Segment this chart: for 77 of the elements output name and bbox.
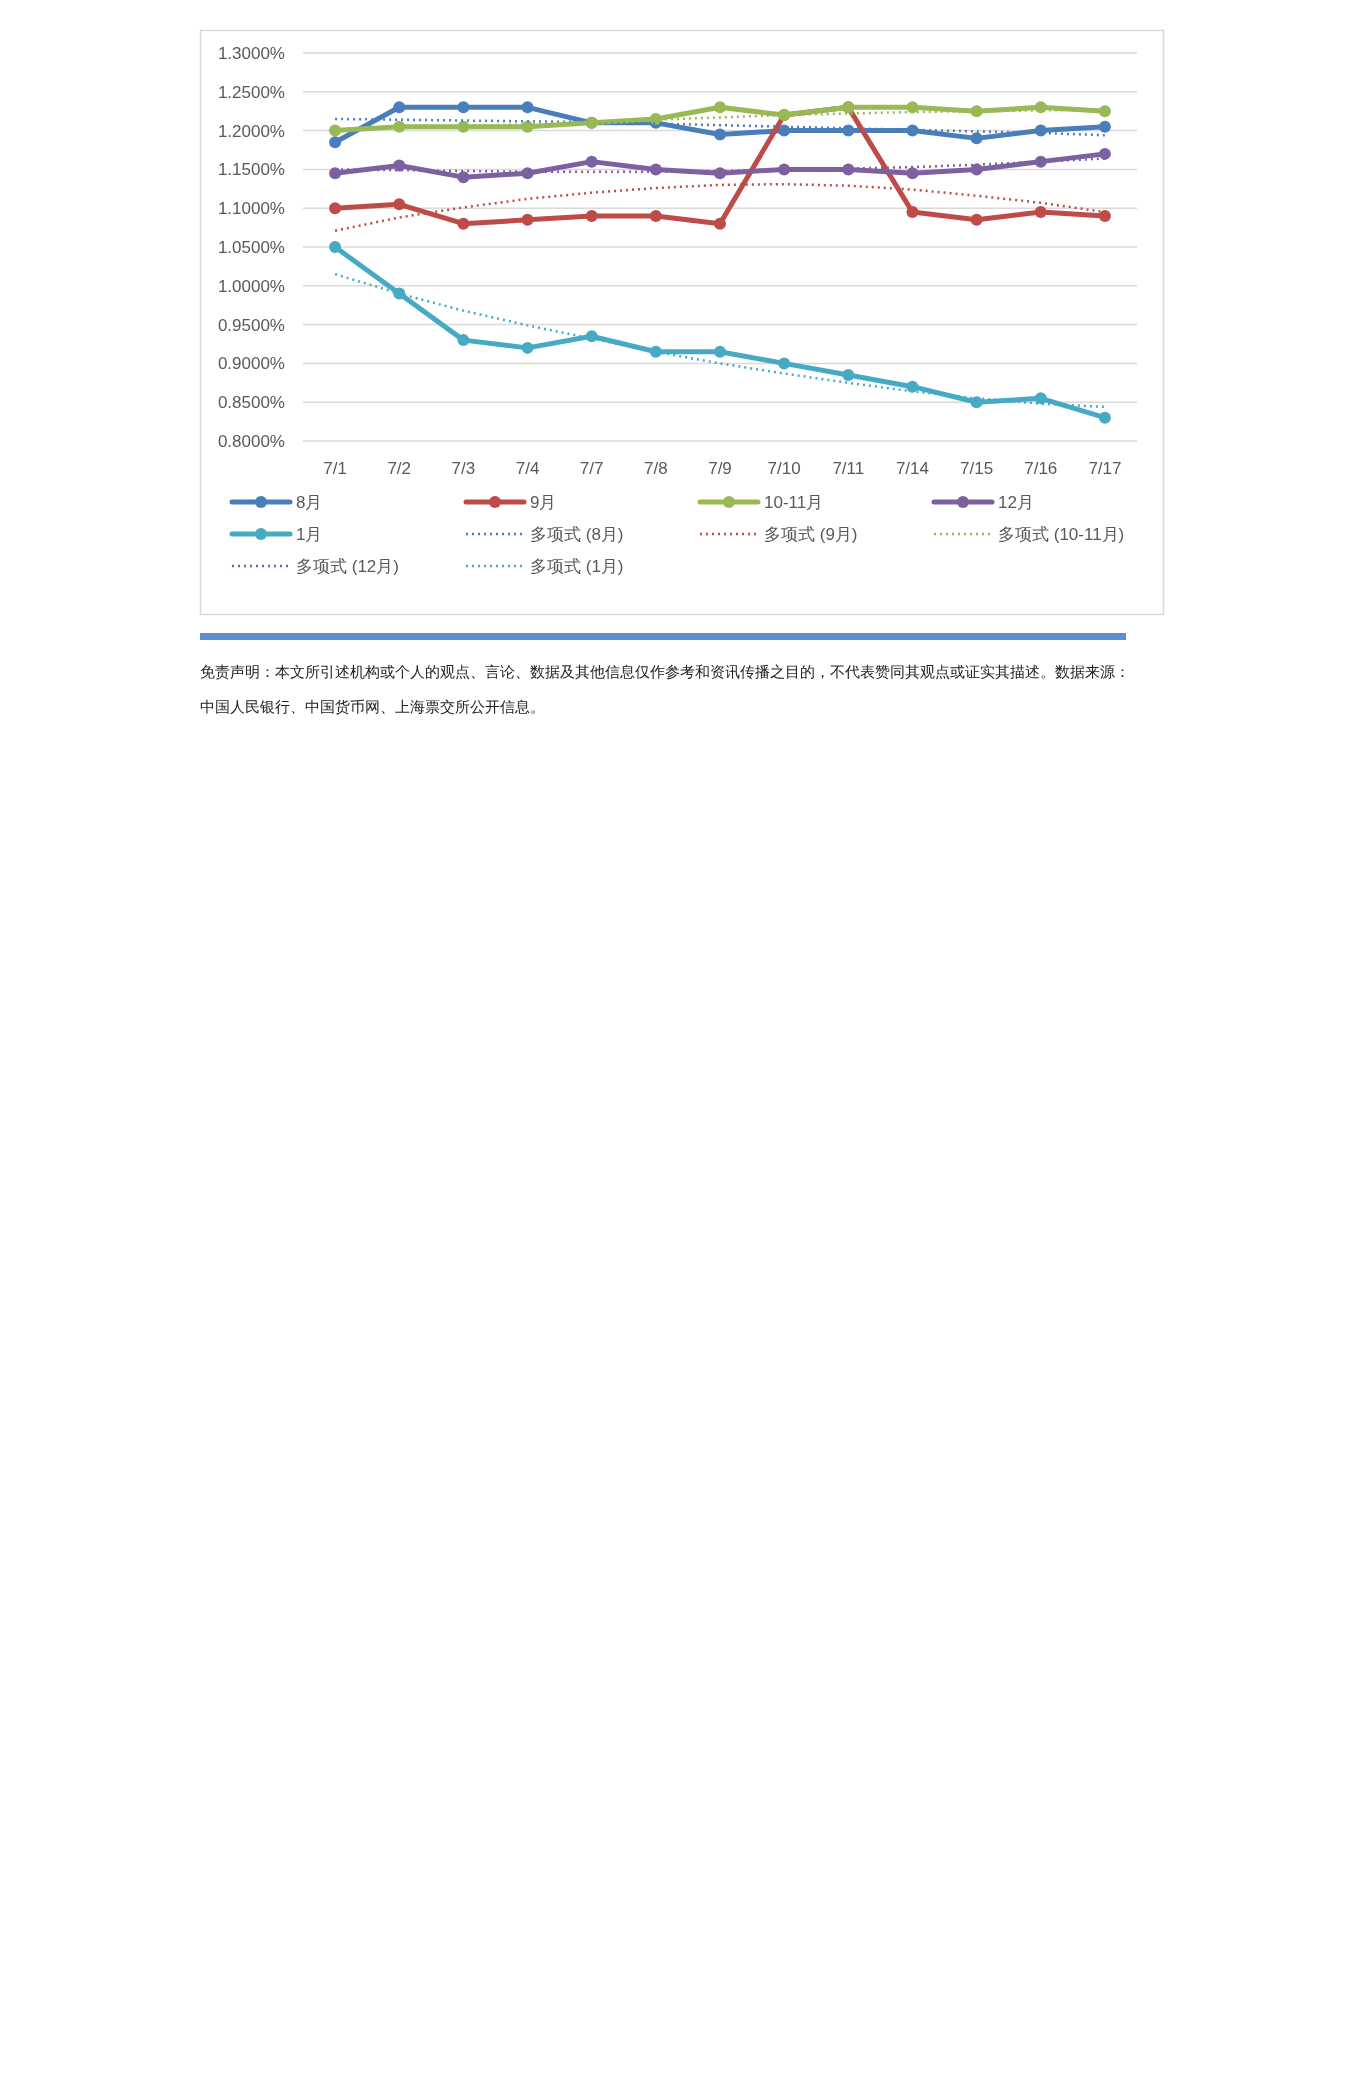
legend-label: 12月 [998, 493, 1034, 512]
y-tick-label: 0.9000% [217, 354, 285, 374]
legend-label: 8月 [296, 493, 323, 512]
legend-label: 10-11月 [764, 493, 824, 512]
point [329, 241, 342, 253]
legend-label: 多项式 (8月) [530, 525, 624, 544]
x-tick-label: 7/3 [451, 459, 476, 478]
point [457, 217, 470, 230]
x-tick-label: 7/7 [579, 459, 604, 478]
point [521, 213, 534, 226]
point [393, 101, 406, 114]
x-tick-label: 7/8 [644, 459, 668, 478]
point [1098, 209, 1111, 222]
point [1098, 411, 1111, 424]
point [1098, 105, 1111, 118]
point [1098, 120, 1111, 133]
point [329, 167, 342, 180]
point [457, 334, 470, 347]
point [521, 101, 534, 114]
point [970, 396, 983, 409]
x-tick-label: 7/15 [960, 459, 994, 478]
point [970, 163, 983, 176]
point [1034, 392, 1047, 405]
point [778, 357, 791, 370]
point [393, 198, 406, 211]
text: 免责声明：本文所引述机构或个人的观点、言论、数据及其他信息仅作参考和资讯传播之目的，不代表赞同其观点或证实其描述。数据来源：中国人民银行、中国货币网、上海票交所公开信息。 [200, 662, 1130, 718]
point [329, 136, 342, 149]
x-tick-label: 7/4 [515, 459, 540, 478]
x-tick-label: 7/2 [387, 459, 412, 478]
point [329, 202, 342, 215]
legend-label: 1月 [296, 525, 323, 544]
x-tick-label: 7/16 [1024, 459, 1058, 478]
point [714, 167, 726, 180]
point [906, 380, 919, 393]
y-tick-label: 0.8500% [217, 393, 285, 413]
point [970, 132, 983, 145]
x-tick-label: 7/1 [323, 459, 347, 478]
point [1034, 206, 1047, 219]
x-tick-label: 7/9 [708, 459, 732, 478]
y-tick-label: 1.1000% [217, 199, 285, 219]
y-tick-label: 0.9500% [217, 315, 285, 335]
y-tick-label: 1.2000% [217, 121, 285, 141]
point [649, 209, 662, 222]
point [393, 159, 406, 172]
y-tick-label: 1.1500% [217, 160, 285, 180]
point [585, 155, 598, 168]
x-tick-label: 7/11 [832, 459, 865, 478]
legend-label: 多项式 (1月) [530, 557, 624, 576]
point [906, 167, 919, 180]
point [714, 101, 726, 114]
point [970, 213, 983, 226]
point [714, 217, 726, 230]
point [906, 101, 919, 114]
point [457, 171, 470, 184]
x-tick-label: 7/10 [767, 459, 801, 478]
y-tick-label: 1.0500% [217, 238, 285, 257]
point [585, 209, 598, 222]
x-tick-label: 7/17 [1088, 459, 1122, 478]
point [842, 369, 855, 382]
point [714, 128, 726, 141]
point [714, 345, 726, 358]
point [906, 124, 919, 137]
y-tick-label: 0.8000% [217, 432, 285, 451]
y-tick-label: 1.0000% [217, 276, 285, 296]
legend-label: 9月 [530, 493, 557, 512]
point [329, 124, 342, 137]
legend-label: 多项式 (10-11月) [998, 525, 1125, 544]
point [457, 101, 470, 114]
x-tick-label: 7/14 [895, 459, 930, 478]
y-tick-label: 1.2500% [217, 82, 285, 102]
point [585, 330, 598, 343]
y-tick-label: 1.3000% [217, 44, 285, 63]
point [1098, 147, 1111, 160]
point [906, 206, 919, 219]
point [521, 341, 534, 354]
legend-label: 多项式 (9月) [764, 525, 858, 544]
legend-label: 多项式 (12月) [296, 557, 399, 576]
